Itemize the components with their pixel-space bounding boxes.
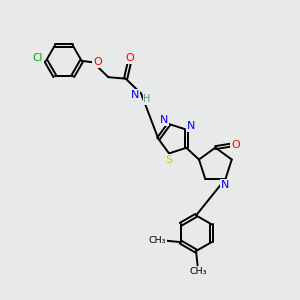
Text: O: O (231, 140, 240, 150)
Text: CH₃: CH₃ (149, 236, 166, 245)
Text: O: O (125, 53, 134, 63)
Text: N: N (160, 116, 168, 125)
Text: N: N (221, 180, 230, 190)
Text: N: N (131, 90, 140, 100)
Text: CH₃: CH₃ (189, 267, 207, 276)
Text: Cl: Cl (32, 53, 43, 63)
Text: H: H (143, 94, 151, 104)
Text: S: S (165, 155, 172, 165)
Text: N: N (187, 121, 195, 131)
Text: O: O (93, 57, 102, 67)
